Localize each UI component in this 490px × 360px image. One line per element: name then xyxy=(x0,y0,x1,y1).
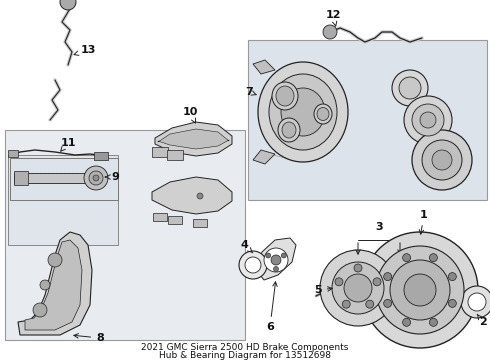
Circle shape xyxy=(281,253,286,258)
Circle shape xyxy=(403,254,411,262)
Circle shape xyxy=(422,140,462,180)
Circle shape xyxy=(420,112,436,128)
Text: 9: 9 xyxy=(105,172,119,182)
Circle shape xyxy=(376,246,464,334)
Text: 2: 2 xyxy=(477,314,487,327)
Circle shape xyxy=(429,254,438,262)
Text: 3: 3 xyxy=(375,222,383,232)
Circle shape xyxy=(344,274,372,302)
Circle shape xyxy=(245,257,261,273)
Circle shape xyxy=(392,70,428,106)
Polygon shape xyxy=(193,219,207,227)
Text: 11: 11 xyxy=(60,138,76,151)
Bar xyxy=(14,173,89,183)
Circle shape xyxy=(362,232,478,348)
Ellipse shape xyxy=(282,122,296,138)
Polygon shape xyxy=(152,147,168,157)
Polygon shape xyxy=(253,60,275,74)
Polygon shape xyxy=(152,177,232,214)
Circle shape xyxy=(354,264,362,272)
Circle shape xyxy=(197,193,203,199)
Circle shape xyxy=(412,104,444,136)
Circle shape xyxy=(448,273,456,280)
Ellipse shape xyxy=(281,88,325,136)
Circle shape xyxy=(60,0,76,10)
Polygon shape xyxy=(25,240,82,330)
Text: 1: 1 xyxy=(419,210,428,234)
Polygon shape xyxy=(155,122,232,156)
Bar xyxy=(8,150,18,157)
Circle shape xyxy=(429,318,438,326)
Circle shape xyxy=(93,175,99,181)
Text: 6: 6 xyxy=(266,282,277,332)
Ellipse shape xyxy=(258,62,348,162)
Circle shape xyxy=(384,273,392,280)
Text: 2021 GMC Sierra 2500 HD Brake Components: 2021 GMC Sierra 2500 HD Brake Components xyxy=(141,343,349,352)
Circle shape xyxy=(266,253,270,258)
Circle shape xyxy=(323,25,337,39)
Ellipse shape xyxy=(317,108,329,121)
Circle shape xyxy=(40,280,50,290)
Ellipse shape xyxy=(269,74,337,150)
Polygon shape xyxy=(168,216,182,224)
Circle shape xyxy=(264,248,288,272)
Circle shape xyxy=(33,303,47,317)
Circle shape xyxy=(399,77,421,99)
Ellipse shape xyxy=(276,86,294,106)
Polygon shape xyxy=(18,232,92,335)
Circle shape xyxy=(271,255,281,265)
Circle shape xyxy=(404,274,436,306)
Circle shape xyxy=(448,300,456,307)
Text: 8: 8 xyxy=(74,333,104,343)
Circle shape xyxy=(432,150,452,170)
Circle shape xyxy=(390,260,450,320)
Polygon shape xyxy=(153,213,167,221)
Circle shape xyxy=(468,293,486,311)
Text: 10: 10 xyxy=(182,107,197,123)
Text: 12: 12 xyxy=(325,10,341,26)
Circle shape xyxy=(461,286,490,318)
Ellipse shape xyxy=(272,82,298,110)
Circle shape xyxy=(332,262,384,314)
Circle shape xyxy=(404,96,452,144)
Circle shape xyxy=(412,130,472,190)
Circle shape xyxy=(373,278,381,286)
Text: 4: 4 xyxy=(240,240,253,253)
Polygon shape xyxy=(167,150,183,160)
Circle shape xyxy=(320,250,396,326)
Circle shape xyxy=(335,278,343,286)
Polygon shape xyxy=(256,238,296,280)
Circle shape xyxy=(89,171,103,185)
Circle shape xyxy=(84,166,108,190)
Text: 13: 13 xyxy=(74,45,96,55)
Polygon shape xyxy=(248,40,487,200)
Polygon shape xyxy=(158,129,229,149)
Text: 7: 7 xyxy=(245,87,256,97)
Text: Hub & Bearing Diagram for 13512698: Hub & Bearing Diagram for 13512698 xyxy=(159,351,331,360)
Bar xyxy=(5,130,245,340)
Circle shape xyxy=(384,300,392,307)
Text: 5: 5 xyxy=(314,285,332,295)
Bar xyxy=(14,171,28,185)
Circle shape xyxy=(342,300,350,308)
Circle shape xyxy=(239,251,267,279)
Circle shape xyxy=(403,318,411,326)
Ellipse shape xyxy=(278,118,300,142)
Circle shape xyxy=(366,300,374,308)
Circle shape xyxy=(273,266,278,271)
Bar xyxy=(8,155,118,245)
Bar xyxy=(10,158,118,200)
Ellipse shape xyxy=(314,104,332,124)
Polygon shape xyxy=(94,152,108,160)
Polygon shape xyxy=(253,150,275,164)
Circle shape xyxy=(48,253,62,267)
